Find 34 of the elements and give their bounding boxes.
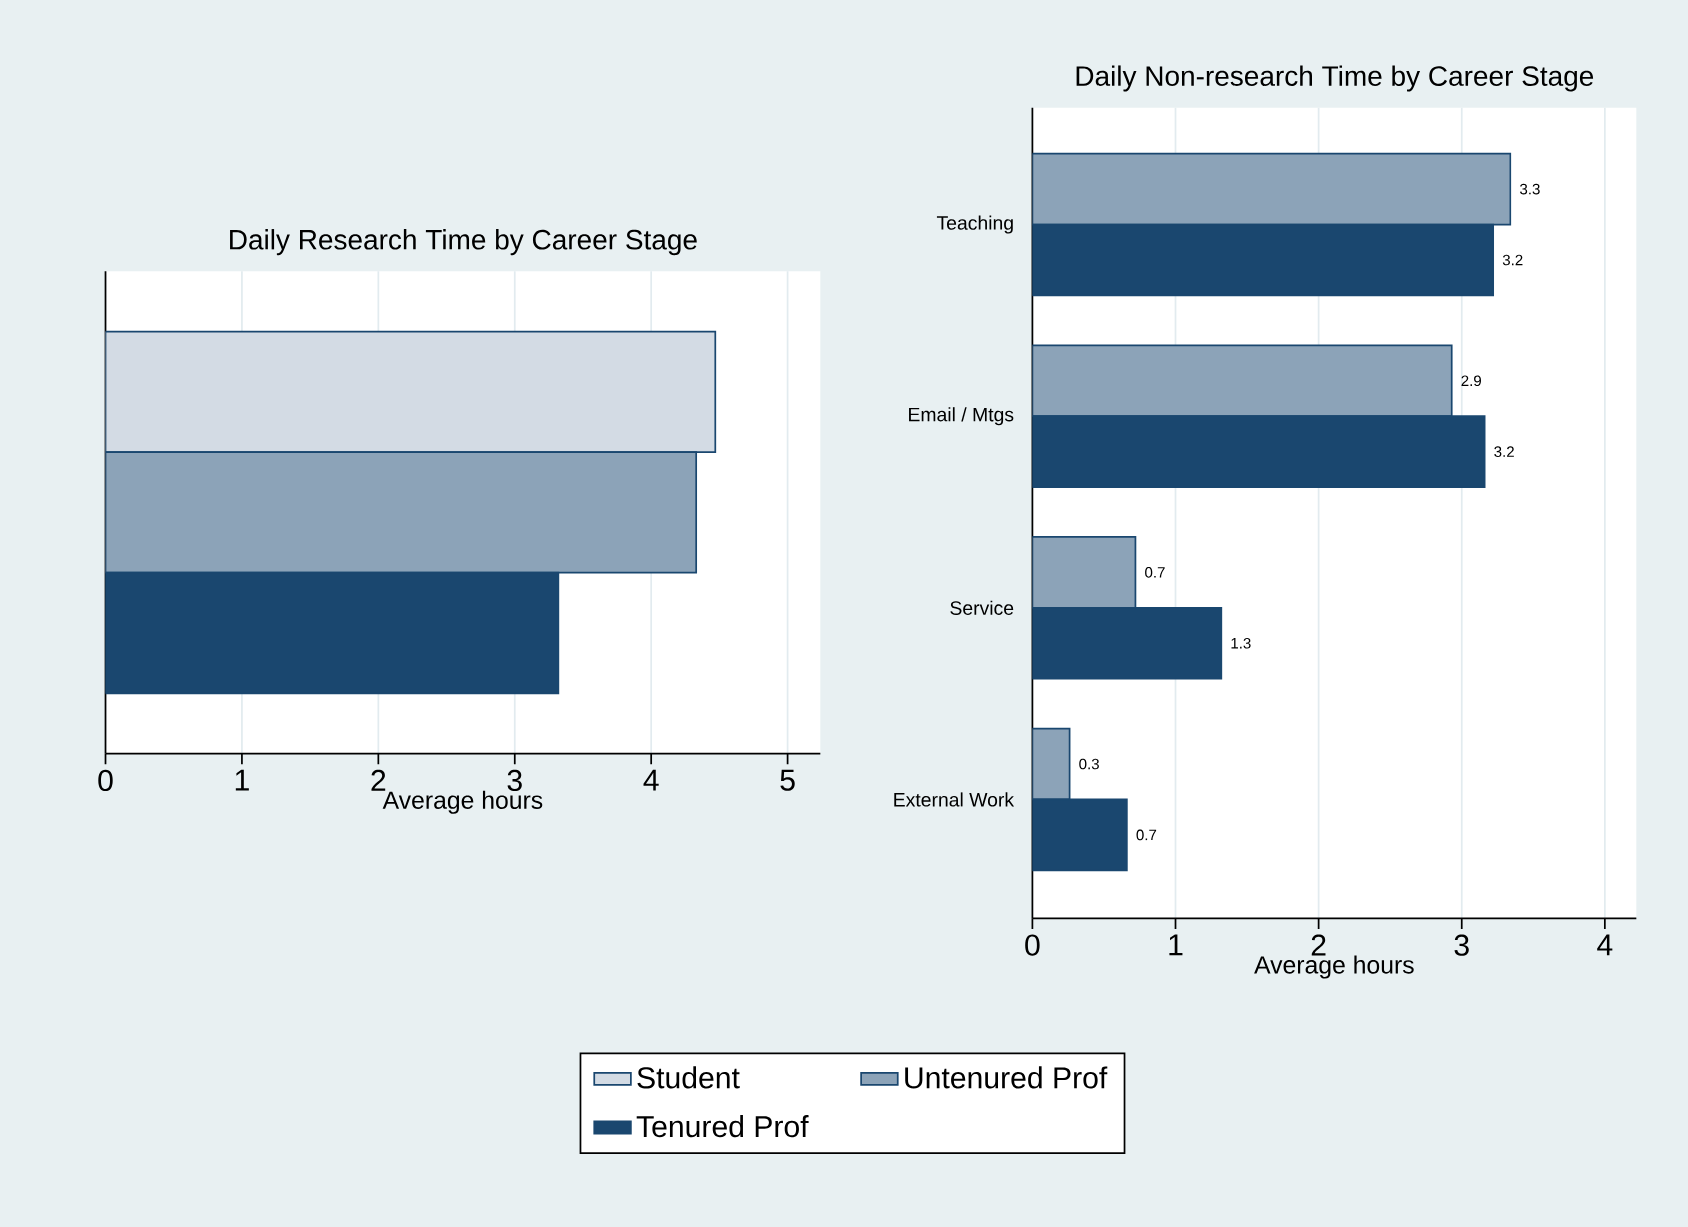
bar [1032,344,1453,417]
data-label: 0.7 [1136,829,1157,841]
x-axis-title: Average hours [1254,955,1414,979]
x-tick-label: 1 [235,769,249,791]
y-tick-label: External Work [894,792,1015,807]
x-tick-label: 4 [643,769,659,791]
data-label: 1.3 [1231,637,1251,649]
x-tick-label: 0 [98,769,113,792]
x-tick-label: 5 [780,769,795,791]
chart-title: Daily Non-research Time by Career Stage [1076,65,1594,92]
bar [1032,727,1071,801]
data-label: 2.9 [1461,375,1481,386]
data-label: 3.3 [1520,183,1540,195]
y-tick-label: Service [950,600,1014,615]
bar [1032,535,1137,609]
x-tick-label: 4 [1597,934,1613,956]
x-tick-label: 1 [1169,934,1183,956]
data-label: 0.3 [1079,758,1099,770]
x-axis-title: Average hours [382,790,543,814]
x-tick-label: 2 [1311,934,1326,956]
data-label: 0.7 [1145,566,1165,578]
data-label: 3.2 [1502,254,1523,266]
legend-label: Student [637,1066,740,1089]
bar [1032,152,1512,226]
x-tick-label: 3 [507,769,522,792]
data-label: 3.2 [1494,446,1514,457]
x-tick-label: 3 [1454,934,1469,956]
x-tick-label: 0 [1025,934,1040,956]
y-tick-label: Email / Mtgs [909,407,1014,426]
legend-label: Tenured Prof [636,1114,809,1138]
y-tick-label: Teaching [936,215,1013,234]
legend-label: Untenured Prof [905,1066,1108,1089]
chart-title: Daily Research Time by Career Stage [230,228,697,256]
x-tick-label: 2 [371,769,386,791]
